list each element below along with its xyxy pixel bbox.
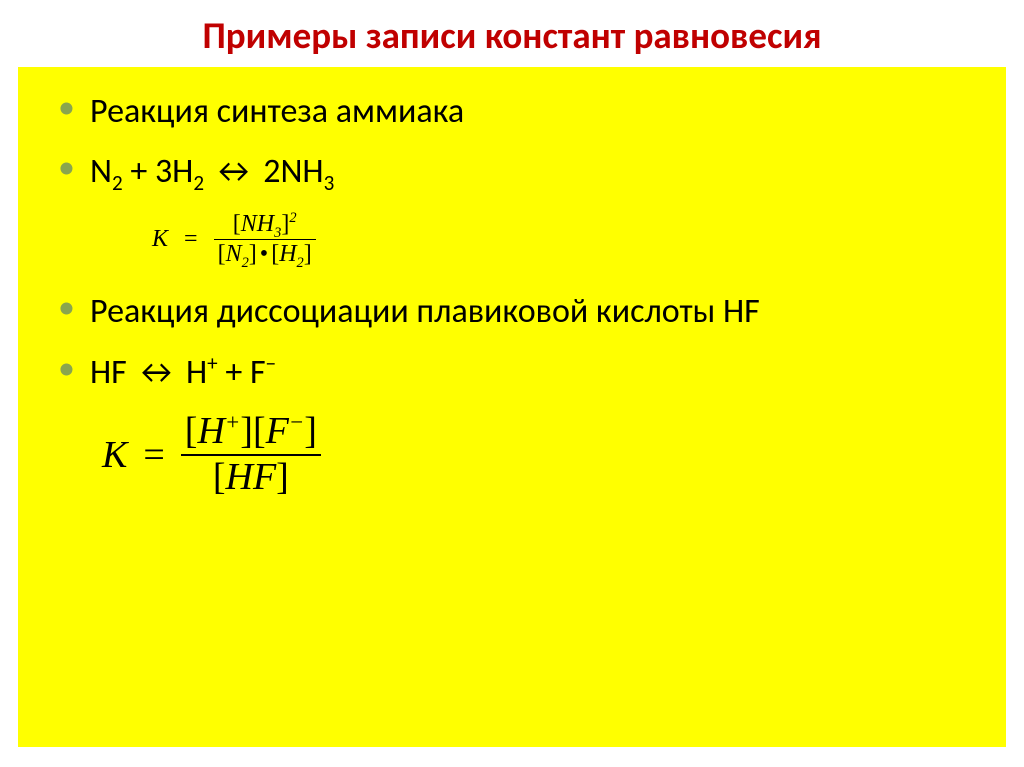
text: N bbox=[226, 241, 242, 267]
text: HF ↔ H bbox=[90, 352, 207, 393]
reaction-hf: HF ↔ H+ + F− bbox=[90, 352, 276, 393]
superscript: 2 bbox=[289, 210, 296, 226]
text: H bbox=[279, 241, 296, 267]
bracket: [ bbox=[218, 241, 226, 267]
bracket: [ bbox=[185, 410, 198, 452]
list-item: Реакция синтеза аммиака bbox=[52, 91, 972, 134]
subscript: 2 bbox=[242, 255, 249, 271]
bracket: [ bbox=[233, 211, 241, 237]
dot: • bbox=[260, 241, 268, 267]
slide: Примеры записи констант равновесия Реакц… bbox=[0, 0, 1024, 767]
denominator: [N2]•[H2] bbox=[214, 240, 316, 267]
bracket: ] bbox=[304, 410, 317, 452]
slide-title: Примеры записи констант равновесия bbox=[0, 16, 1024, 57]
eq-lhs: K bbox=[102, 433, 127, 477]
bracket: [ bbox=[271, 241, 279, 267]
reaction-ammonia: N2 + 3H2 ↔ 2NH3 bbox=[90, 151, 334, 192]
bracket: [ bbox=[213, 456, 226, 498]
bullet-list: Реакция диссоциации плавиковой кислоты H… bbox=[52, 291, 972, 394]
equals-sign: = bbox=[184, 226, 198, 253]
text: H bbox=[197, 410, 224, 452]
denominator: [HF] bbox=[209, 456, 293, 498]
list-item: Реакция диссоциации плавиковой кислоты H… bbox=[52, 291, 972, 334]
superscript: + bbox=[225, 409, 240, 434]
list-item: HF ↔ H+ + F− bbox=[52, 352, 972, 395]
bracket: ] bbox=[249, 241, 257, 267]
bracket: ] bbox=[304, 241, 312, 267]
title-bar: Примеры записи констант равновесия bbox=[0, 0, 1024, 67]
text: F bbox=[266, 410, 289, 452]
text: + 3H bbox=[123, 151, 194, 192]
text: N bbox=[90, 151, 112, 192]
equation-k-ammonia: K = [NH3]2 [N2]•[H2] bbox=[152, 212, 972, 267]
superscript: − bbox=[266, 350, 277, 376]
bullet-text: Реакция диссоциации плавиковой кислоты H… bbox=[90, 291, 760, 332]
text: NH bbox=[241, 211, 274, 237]
superscript: + bbox=[207, 350, 218, 376]
list-item: N2 + 3H2 ↔ 2NH3 bbox=[52, 151, 972, 194]
bullet-text: Реакция синтеза аммиака bbox=[90, 91, 464, 132]
subscript: 3 bbox=[324, 170, 335, 196]
content-area: Реакция синтеза аммиака N2 + 3H2 ↔ 2NH3 … bbox=[18, 67, 1006, 747]
bracket: ] bbox=[240, 410, 253, 452]
text: ↔ 2NH bbox=[204, 151, 324, 192]
numerator: [H+][F−] bbox=[181, 412, 321, 454]
bracket: [ bbox=[253, 410, 266, 452]
equals-sign: = bbox=[143, 433, 164, 477]
superscript: − bbox=[289, 409, 304, 434]
fraction: [NH3]2 [N2]•[H2] bbox=[214, 212, 316, 267]
text: HF bbox=[226, 456, 277, 498]
fraction: [H+][F−] [HF] bbox=[181, 412, 321, 498]
bullet-list: Реакция синтеза аммиака N2 + 3H2 ↔ 2NH3 bbox=[52, 91, 972, 194]
subscript: 2 bbox=[193, 170, 204, 196]
equation-k-hf: K = [H+][F−] [HF] bbox=[102, 412, 972, 498]
text: + F bbox=[218, 352, 266, 393]
numerator: [NH3]2 bbox=[229, 212, 301, 239]
bracket: ] bbox=[276, 456, 289, 498]
subscript: 2 bbox=[112, 170, 123, 196]
subscript: 2 bbox=[297, 255, 304, 271]
eq-lhs: K bbox=[152, 226, 168, 253]
